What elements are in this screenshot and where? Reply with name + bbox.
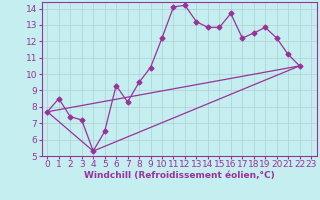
X-axis label: Windchill (Refroidissement éolien,°C): Windchill (Refroidissement éolien,°C) — [84, 171, 275, 180]
